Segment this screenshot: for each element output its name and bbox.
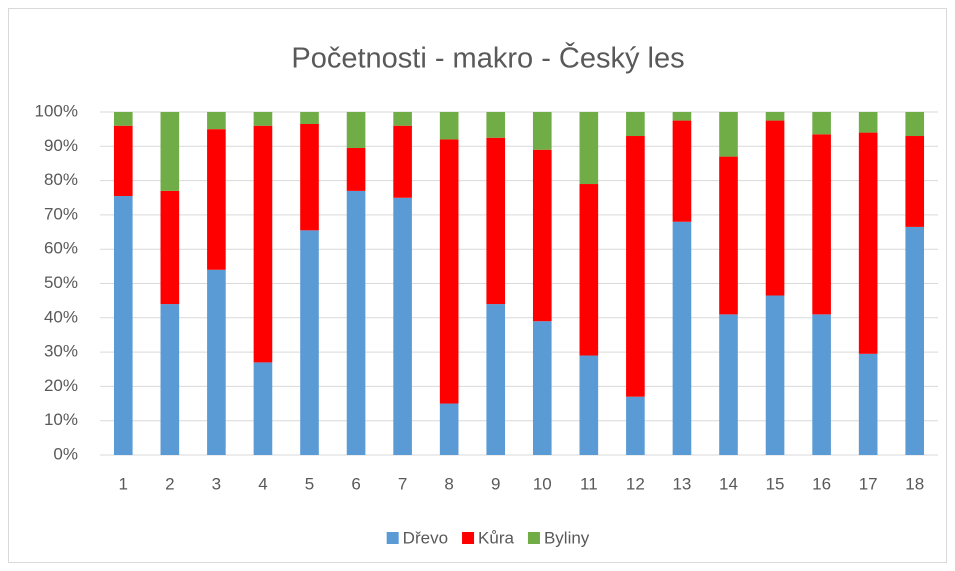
bar-segment: [486, 137, 506, 305]
y-tick-label: 70%: [44, 204, 78, 223]
bar-segment: [765, 295, 785, 455]
bar-segment: [253, 362, 273, 455]
bar-segment: [579, 112, 599, 185]
bar-segment: [346, 190, 366, 455]
chart-title: Početnosti - makro - Český les: [291, 41, 684, 75]
x-tick-label: 9: [491, 474, 500, 493]
bar-segment: [532, 321, 552, 455]
bar-segment: [765, 120, 785, 296]
x-tick-label: 8: [444, 474, 453, 493]
y-tick-label: 60%: [44, 239, 78, 258]
x-tick-label: 7: [398, 474, 407, 493]
chart-border: [8, 8, 947, 563]
y-tick-label: 0%: [53, 444, 78, 463]
y-tick-label: 10%: [44, 410, 78, 429]
legend-swatch: [527, 532, 540, 544]
x-tick-label: 10: [533, 474, 552, 493]
bar-segment: [672, 112, 692, 121]
bar-segment: [113, 196, 133, 455]
bar-segment: [207, 269, 226, 455]
bar-segment: [719, 156, 738, 315]
legend-swatch: [462, 532, 475, 544]
bar-segment: [393, 197, 412, 455]
x-tick-label: 17: [859, 474, 878, 493]
bar-segment: [300, 112, 319, 125]
bar-segment: [858, 353, 878, 455]
bar-segment: [253, 112, 273, 126]
bar-segment: [346, 148, 366, 191]
bar-segment: [626, 396, 645, 455]
legend-label: Kůra: [478, 528, 514, 547]
x-tick-label: 5: [305, 474, 314, 493]
x-tick-label: 11: [580, 474, 598, 493]
bar-segment: [812, 314, 831, 455]
x-tick-label: 14: [719, 474, 738, 493]
bar-segment: [719, 314, 738, 455]
bar-segment: [812, 134, 831, 315]
bar-segment: [905, 226, 925, 455]
y-tick-label: 50%: [44, 273, 78, 292]
bar-segment: [253, 125, 273, 363]
bar-segment: [765, 112, 785, 121]
bar-segment: [393, 112, 412, 126]
bar-segment: [113, 112, 133, 126]
bar-segment: [858, 112, 878, 133]
bar-segment: [579, 184, 599, 356]
bar-segment: [207, 112, 226, 130]
bar-segment: [346, 112, 366, 149]
x-tick-label: 3: [212, 474, 221, 493]
bar-segment: [858, 132, 878, 354]
bar-segment: [626, 136, 645, 397]
legend-label: Dřevo: [403, 528, 448, 547]
bar-segment: [812, 112, 831, 135]
bar-segment: [439, 139, 459, 404]
x-tick-label: 16: [812, 474, 831, 493]
y-tick-label: 90%: [44, 136, 78, 155]
bar-segment: [160, 190, 180, 305]
x-tick-label: 4: [258, 474, 267, 493]
x-tick-label: 12: [626, 474, 645, 493]
x-tick-label: 1: [119, 474, 128, 493]
bar-segment: [579, 355, 599, 455]
bar-segment: [672, 120, 692, 222]
legend-swatch: [386, 532, 399, 544]
bar-segment: [626, 112, 645, 137]
bar-segment: [532, 112, 552, 150]
y-tick-label: 100%: [35, 101, 78, 120]
bar-segment: [160, 112, 180, 191]
bar-segment: [719, 112, 738, 157]
y-tick-label: 80%: [44, 170, 78, 189]
y-tick-label: 40%: [44, 307, 78, 326]
bar-segment: [300, 124, 319, 231]
bar-segment: [439, 403, 459, 455]
bar-segment: [207, 129, 226, 270]
y-tick-label: 20%: [44, 376, 78, 395]
bar-segment: [486, 304, 506, 455]
bar-segment: [532, 149, 552, 322]
x-tick-label: 18: [905, 474, 924, 493]
bar-segment: [160, 304, 180, 455]
bar-segment: [905, 136, 925, 227]
bar-segment: [672, 221, 692, 455]
bar-segment: [439, 112, 459, 140]
legend-label: Byliny: [544, 528, 590, 547]
bar-segment: [113, 125, 133, 197]
y-tick-label: 30%: [44, 342, 78, 361]
x-tick-label: 2: [165, 474, 174, 493]
x-tick-label: 6: [351, 474, 360, 493]
bar-segment: [393, 125, 412, 198]
x-tick-label: 15: [766, 474, 785, 493]
x-tick-label: 13: [672, 474, 691, 493]
bar-segment: [300, 230, 319, 455]
bar-segment: [486, 112, 506, 138]
bar-segment: [905, 112, 925, 137]
